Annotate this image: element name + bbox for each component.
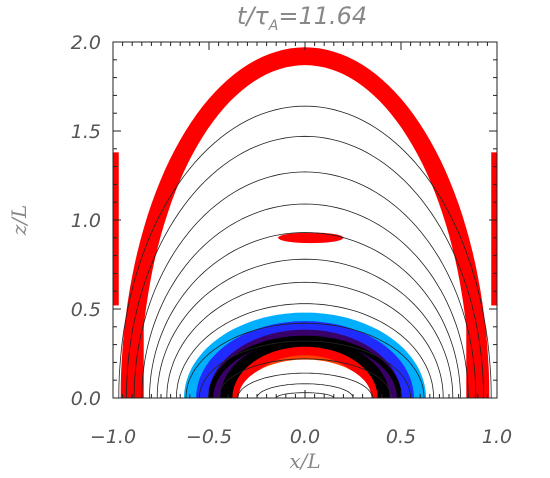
field-lines	[118, 105, 492, 398]
y-tick-label: 0.5	[71, 299, 101, 321]
current-blob	[278, 232, 344, 244]
field-line	[149, 232, 461, 398]
plot-area	[113, 47, 497, 398]
core-interior	[238, 359, 372, 398]
y-tick-label: 1.0	[71, 210, 101, 232]
field-line	[199, 340, 411, 398]
x-tick-label: 0.5	[386, 426, 416, 448]
y-axis-ticks: 0.0 0.5 1.0 1.5 2.0	[71, 32, 497, 410]
field-line	[185, 322, 425, 398]
x-axis-title: x/L	[289, 449, 320, 473]
field-line	[141, 203, 469, 398]
flux-rope-core	[184, 312, 426, 398]
field-line	[133, 171, 477, 398]
y-tick-label: 0.0	[71, 388, 101, 410]
chart-title: t/τA=11.64	[237, 2, 367, 34]
x-tick-label: 0.0	[290, 426, 320, 448]
y-tick-label: 2.0	[71, 32, 101, 54]
field-line	[256, 383, 354, 398]
y-tick-label: 1.5	[71, 121, 101, 143]
core-dark-ring	[208, 335, 402, 398]
y-axis-title: z/L	[7, 205, 31, 237]
current-side-strip	[491, 152, 497, 306]
field-line	[218, 358, 392, 398]
x-axis-ticks: −1.0 −0.5 0.0 0.5 1.0	[90, 42, 512, 448]
field-line	[118, 105, 492, 398]
field-line	[126, 135, 484, 398]
current-side-strip	[113, 152, 119, 306]
x-tick-label: −0.5	[186, 426, 232, 448]
field-line	[176, 303, 434, 398]
field-line	[156, 258, 454, 398]
x-tick-label: −1.0	[90, 426, 136, 448]
field-line	[237, 372, 373, 398]
x-tick-label: 1.0	[482, 426, 512, 448]
field-line	[166, 281, 444, 398]
